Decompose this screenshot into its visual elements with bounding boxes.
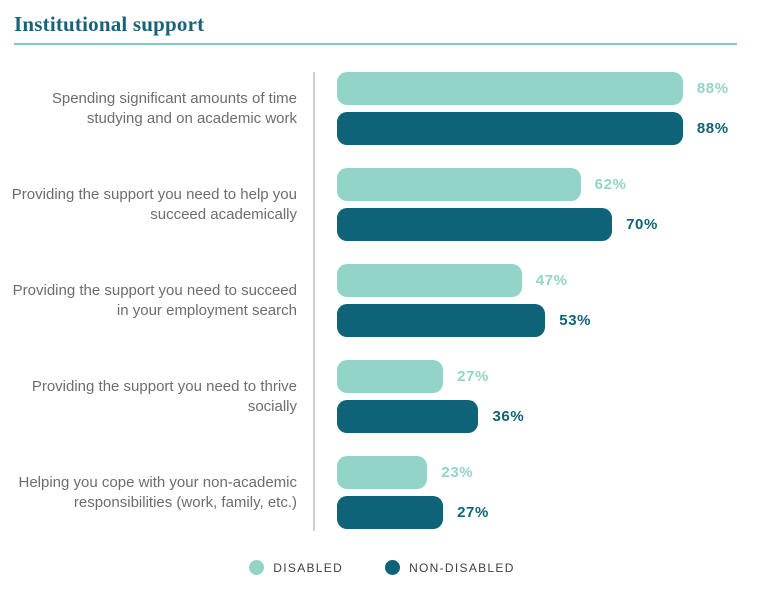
bar-line: 23% bbox=[337, 456, 764, 489]
bar-disabled bbox=[337, 360, 444, 393]
bar-line: 27% bbox=[337, 496, 764, 529]
bar-non-disabled bbox=[337, 112, 683, 145]
value-label: 36% bbox=[492, 408, 525, 425]
category-label: Providing the support you need to help y… bbox=[11, 185, 297, 223]
bar-group: 47% 53% bbox=[337, 264, 764, 337]
bar-line: 47% bbox=[337, 264, 764, 297]
bar-non-disabled bbox=[337, 400, 479, 433]
chart-row: Providing the support you need to thrive… bbox=[0, 360, 764, 433]
bar-disabled bbox=[337, 168, 581, 201]
bar-disabled bbox=[337, 264, 522, 297]
bar-group: 27% 36% bbox=[337, 360, 764, 433]
category-label: Helping you cope with your non-academic … bbox=[18, 473, 298, 511]
legend-swatch-disabled-icon bbox=[249, 560, 265, 575]
bar-line: 70% bbox=[337, 208, 764, 241]
grouped-bar-chart: Spending significant amounts of time stu… bbox=[0, 72, 764, 552]
value-label: 70% bbox=[626, 216, 658, 233]
chart-title: Institutional support bbox=[14, 12, 205, 36]
category-label: Providing the support you need to thrive… bbox=[31, 377, 297, 415]
value-label: 47% bbox=[535, 272, 568, 289]
bar-non-disabled bbox=[337, 304, 546, 337]
legend-item-disabled: DISABLED bbox=[249, 560, 343, 575]
chart-rows: Spending significant amounts of time stu… bbox=[0, 72, 764, 529]
bar-group: 23% 27% bbox=[337, 456, 764, 529]
chart-row: Helping you cope with your non-academic … bbox=[0, 456, 764, 529]
chart-row: Spending significant amounts of time stu… bbox=[0, 72, 764, 145]
value-label: 62% bbox=[594, 176, 627, 193]
bar-non-disabled bbox=[337, 208, 613, 241]
chart-row: Providing the support you need to succee… bbox=[0, 264, 764, 337]
legend: DISABLED NON-DISABLED bbox=[0, 560, 764, 575]
bar-line: 53% bbox=[337, 304, 764, 337]
bar-line: 88% bbox=[337, 72, 764, 105]
legend-label-non-disabled: NON-DISABLED bbox=[409, 560, 515, 575]
category-label: Providing the support you need to succee… bbox=[12, 281, 297, 319]
y-axis-line bbox=[313, 72, 315, 531]
value-label: 53% bbox=[559, 312, 592, 329]
bar-group: 62% 70% bbox=[337, 168, 764, 241]
bar-line: 62% bbox=[337, 168, 764, 201]
bar-group: 88% 88% bbox=[337, 72, 764, 145]
legend-label-disabled: DISABLED bbox=[273, 560, 344, 575]
value-label: 27% bbox=[457, 504, 489, 521]
bar-non-disabled bbox=[337, 496, 444, 529]
bar-disabled bbox=[337, 72, 683, 105]
bar-disabled bbox=[337, 456, 428, 489]
value-label: 23% bbox=[441, 464, 474, 481]
value-label: 88% bbox=[696, 120, 729, 137]
bar-line: 36% bbox=[337, 400, 764, 433]
legend-item-non-disabled: NON-DISABLED bbox=[385, 560, 515, 575]
chart-row: Providing the support you need to help y… bbox=[0, 168, 764, 241]
category-label: Spending significant amounts of time stu… bbox=[51, 89, 297, 127]
value-label: 27% bbox=[457, 368, 489, 385]
bar-line: 88% bbox=[337, 112, 764, 145]
legend-swatch-non-disabled-icon bbox=[385, 560, 401, 575]
bar-line: 27% bbox=[337, 360, 764, 393]
value-label: 88% bbox=[696, 80, 729, 97]
title-underline bbox=[14, 43, 737, 45]
